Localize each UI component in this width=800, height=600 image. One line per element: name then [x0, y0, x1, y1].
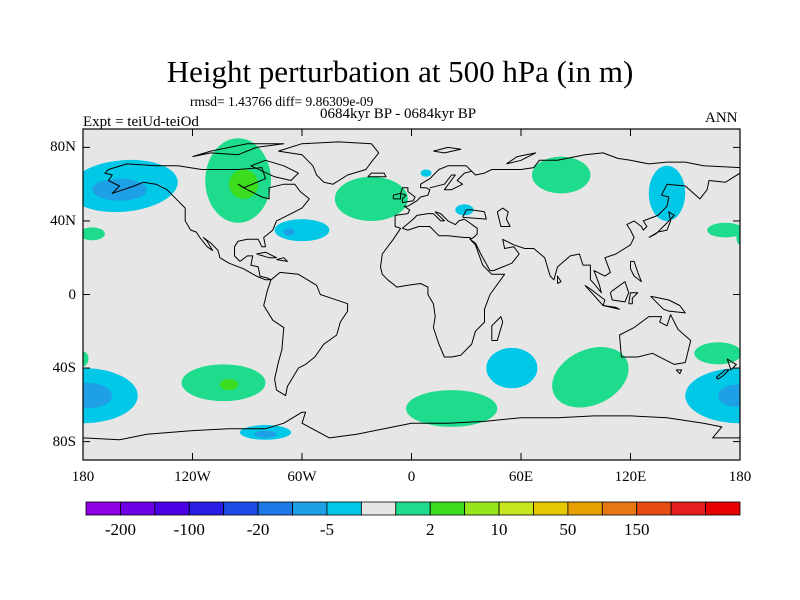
colorbar-swatch	[395, 501, 431, 516]
coastline-madagascar	[491, 316, 504, 341]
page-title: Height perturbation at 500 hPa (in m)	[166, 54, 634, 89]
experiment-label: Expt = teiUd-teiOd	[83, 114, 199, 130]
colorbar-swatch	[257, 501, 293, 516]
coastline-great-britain	[400, 187, 416, 204]
colorbar-swatch	[464, 501, 500, 516]
anomaly-south-indian-positive	[552, 347, 629, 408]
coastline-svalbard	[433, 146, 462, 154]
coastline-new-guinea	[650, 295, 686, 314]
coastline-tasmania	[675, 369, 683, 375]
y-tick-label: 80N	[50, 139, 76, 156]
x-tick-label: 120E	[614, 469, 647, 485]
coastline-new-zealand-north	[726, 358, 737, 371]
y-tick-label: 40N	[50, 212, 76, 229]
colorbar-label: -200	[104, 520, 136, 539]
x-tick-label: 60E	[508, 469, 534, 485]
colorbar-swatch	[533, 501, 569, 516]
colorbar-label: -100	[173, 520, 205, 539]
colorbar-swatch	[326, 501, 362, 516]
coastline-cuba	[256, 251, 277, 259]
coastline-caspian-sea	[496, 207, 511, 227]
anomaly-east-asia-negative	[648, 165, 686, 221]
anomaly-east-us-core	[283, 228, 295, 236]
coastline-japan	[648, 211, 675, 238]
coastline-arctic-islands	[192, 143, 285, 158]
anomaly-south-indian-negative	[486, 347, 538, 389]
colorbar-swatch	[154, 501, 190, 516]
colorbar-swatch	[601, 501, 638, 516]
colorbar-swatch	[223, 501, 259, 516]
x-tick-label: 120W	[174, 469, 211, 485]
anomaly-drake-passage-core	[254, 430, 277, 438]
map-content	[83, 138, 740, 441]
x-tick-label: 0	[407, 469, 416, 485]
colorbar-label: -20	[246, 520, 270, 539]
anomaly-west-edge-positive	[83, 351, 89, 367]
anomaly-siberia-positive	[531, 156, 591, 194]
anomaly-tasman-positive	[694, 342, 740, 365]
coastline-australia	[619, 314, 692, 365]
anomaly-east-edge-positive	[736, 230, 740, 245]
colorbar-swatch	[498, 501, 534, 516]
coastline-iceland	[367, 172, 387, 178]
coastline-sulawesi	[628, 292, 639, 305]
anomaly-west-pacific-positive-edge	[83, 227, 105, 241]
coastline-java	[602, 305, 620, 310]
rmsd-diff-stats: rmsd= 1.43766 diff= 9.86309e-09	[190, 94, 374, 109]
colorbar-label: 150	[623, 520, 650, 539]
coastline-eurasia-africa	[380, 152, 740, 358]
anomaly-south-pacific-west-core	[718, 384, 740, 407]
colorbar-swatch	[670, 501, 706, 516]
colorbar-swatch	[429, 501, 466, 516]
colorbar-label: 50	[559, 520, 577, 539]
anomaly-south-atlantic-positive	[406, 390, 498, 427]
anomaly-east-us-negative	[274, 219, 330, 242]
anomaly-europe-negative	[455, 204, 474, 216]
x-tick-label: 180	[71, 469, 95, 485]
coastline-greenland	[278, 141, 380, 185]
x-tick-label: 180	[728, 469, 752, 485]
colorbar-swatch	[292, 501, 328, 516]
coastline-hispaniola	[276, 257, 288, 262]
anomaly-south-pacific-east-core	[83, 382, 113, 409]
colorbar-label: -5	[319, 520, 335, 539]
anomaly-north-pacific-core	[92, 178, 147, 201]
anomaly-north-atlantic-positive	[334, 176, 408, 221]
colorbar-swatch	[188, 501, 225, 516]
season-label: ANN	[705, 110, 738, 126]
coastline-baffin-island	[250, 159, 299, 181]
coastline-antarctica-coast	[83, 411, 740, 441]
coastline-north-america	[104, 163, 310, 281]
y-tick-label: 80S	[52, 433, 76, 450]
colorbar-swatch	[636, 501, 672, 516]
coastline-new-zealand-south	[715, 369, 730, 380]
anomaly-canada-core	[229, 169, 259, 199]
coastline-borneo	[609, 281, 630, 303]
colorbar-swatch	[567, 501, 603, 516]
period-label: 0684kyr BP - 0684kyr BP	[320, 106, 477, 122]
colorbar-swatch	[705, 501, 741, 516]
coastline-black-sea	[462, 209, 487, 220]
anomaly-north-pacific-east-positive	[707, 222, 740, 238]
anomaly-south-pacific-west-negative	[685, 368, 740, 424]
colorbar-label: 10	[490, 520, 508, 539]
coastline-sumatra	[584, 284, 606, 306]
coastline-scandinavia-gulf	[429, 170, 472, 191]
coastline-south-america	[263, 271, 349, 397]
anomaly-south-pacific-core	[219, 379, 239, 391]
x-tick-label: 60W	[287, 469, 317, 485]
coastline-sri-lanka	[557, 275, 562, 284]
y-tick-label: 0	[68, 286, 77, 303]
y-tick-label: 40S	[52, 360, 76, 377]
colorbar-label: 2	[425, 520, 435, 539]
colorbar-swatch	[85, 501, 121, 516]
colorbar-swatch	[120, 501, 156, 516]
colorbar-swatch	[360, 501, 397, 516]
coastline-novaya-zemlya	[506, 152, 537, 165]
anomaly-arctic-negative	[420, 169, 432, 177]
coastline-ireland	[392, 192, 402, 200]
coastline-philippines	[630, 260, 642, 283]
